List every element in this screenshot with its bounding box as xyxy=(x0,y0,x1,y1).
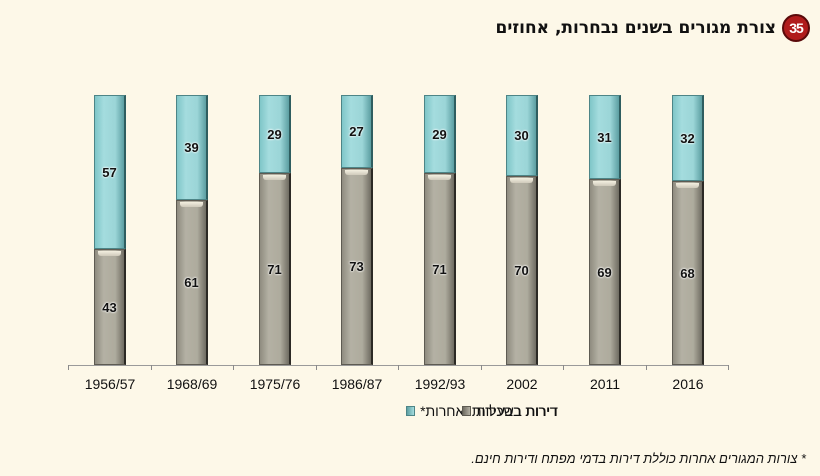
bar-segment-rented: 29 xyxy=(259,95,291,173)
x-axis-label: 1956/57 xyxy=(84,376,136,392)
value-label-rented: 30 xyxy=(514,128,529,143)
legend-swatch-rented-icon xyxy=(406,406,416,416)
bar-segment-rented: 27 xyxy=(341,95,373,168)
value-label-owned: 69 xyxy=(597,264,612,280)
x-axis-tick xyxy=(646,365,647,370)
x-axis-tick xyxy=(151,365,152,370)
x-axis-tick xyxy=(563,365,564,370)
bar-segment-owned: 71 xyxy=(259,173,291,365)
stacked-bar: 32 68 xyxy=(672,95,704,365)
x-axis-tick xyxy=(316,365,317,370)
legend-item-owned: דירות בבעלות xyxy=(462,403,557,419)
bar-segment-owned: 43 xyxy=(94,249,126,365)
bar-segment-owned: 73 xyxy=(341,168,373,365)
legend-label-owned: דירות בבעלות xyxy=(476,403,558,419)
chart-header: 35 צורת מגורים בשנים נבחרות, אחוזים xyxy=(495,14,810,42)
value-label-rented: 32 xyxy=(680,130,695,146)
stacked-bar: 57 43 xyxy=(94,95,126,365)
bar-segment-rented: 39 xyxy=(176,95,208,200)
bar-segment-owned: 61 xyxy=(176,200,208,365)
legend-swatch-owned-icon xyxy=(462,406,471,416)
chart-title: צורת מגורים בשנים נבחרות, אחוזים xyxy=(495,18,777,38)
stacked-bar: 27 73 xyxy=(341,95,373,365)
chart-number-badge: 35 xyxy=(782,14,810,42)
x-axis-tick xyxy=(398,365,399,370)
value-label-owned: 68 xyxy=(680,265,695,281)
value-label-owned: 71 xyxy=(432,261,447,277)
bar-segment-owned: 69 xyxy=(589,179,621,365)
bar-segment-rented: 57 xyxy=(94,95,126,249)
bar-segment-rented: 30 xyxy=(506,95,538,176)
stacked-bar: 39 61 xyxy=(176,95,208,365)
x-axis-label: 2011 xyxy=(589,376,621,392)
stacked-bar: 29 71 xyxy=(424,95,456,365)
value-label-rented: 57 xyxy=(102,164,117,180)
x-axis-label: 2016 xyxy=(672,376,704,392)
value-label-owned: 70 xyxy=(514,263,529,278)
x-axis-label: 1992/93 xyxy=(414,376,466,392)
value-label-owned: 71 xyxy=(267,261,282,277)
bar-segment-rented: 32 xyxy=(672,95,704,181)
x-axis-tick xyxy=(233,365,234,370)
legend-label-rented: דירות בשכירות ואחרות* xyxy=(420,403,558,419)
stacked-bar: 31 69 xyxy=(589,95,621,365)
x-axis-label: 2002 xyxy=(506,376,538,392)
stacked-bar: 29 71 xyxy=(259,95,291,365)
x-axis-label: 1986/87 xyxy=(331,376,383,392)
legend-item-rented: דירות בשכירות ואחרות* xyxy=(406,403,558,419)
value-label-rented: 31 xyxy=(597,129,612,145)
bar-segment-owned: 71 xyxy=(424,173,456,365)
value-label-rented: 29 xyxy=(267,126,282,142)
value-label-rented: 29 xyxy=(432,126,447,142)
x-axis-tick xyxy=(68,365,69,370)
bar-segment-owned: 68 xyxy=(672,181,704,365)
value-label-rented: 27 xyxy=(349,124,364,139)
value-label-owned: 61 xyxy=(184,275,199,290)
bar-segment-rented: 31 xyxy=(589,95,621,179)
value-label-owned: 73 xyxy=(349,259,364,274)
value-label-owned: 43 xyxy=(102,299,117,315)
bar-segment-owned: 70 xyxy=(506,176,538,365)
bar-segment-rented: 29 xyxy=(424,95,456,173)
value-label-rented: 39 xyxy=(184,140,199,155)
x-axis-tick xyxy=(728,365,729,370)
stacked-bar: 30 70 xyxy=(506,95,538,365)
x-axis-label: 1975/76 xyxy=(249,376,301,392)
x-axis-tick xyxy=(481,365,482,370)
x-axis-label: 1968/69 xyxy=(166,376,218,392)
footnote: * צורות המגורים אחרות כוללת דירות בדמי מ… xyxy=(471,451,806,466)
